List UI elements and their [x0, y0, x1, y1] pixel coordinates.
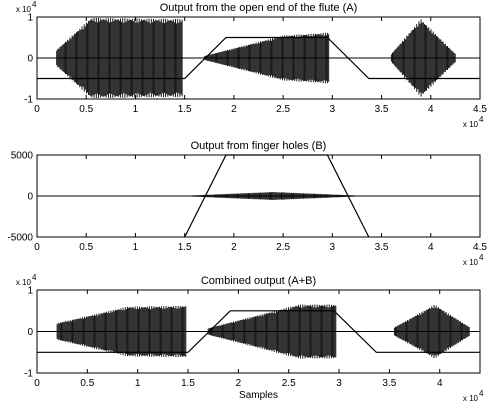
x-exponent: 4 — [479, 389, 484, 398]
x-exponent: 4 — [479, 115, 484, 124]
control-signal-line — [37, 36, 480, 80]
x-exponent: 4 — [479, 253, 484, 262]
x-tick-label: 1 — [133, 242, 139, 253]
x-tick-label: 3 — [330, 104, 336, 115]
x-tick-label: 1.5 — [178, 104, 192, 115]
x-tick-label: 3.5 — [382, 378, 396, 389]
x-tick-label: 0.5 — [79, 104, 93, 115]
y-multiplier: x 10 — [16, 278, 32, 287]
chart-title: Combined output (A+B) — [201, 275, 316, 287]
x-tick-label: 2.5 — [282, 378, 296, 389]
x-tick-label: 4 — [428, 242, 434, 253]
x-tick-label: 4.5 — [473, 242, 487, 253]
y-tick-label: -1 — [24, 95, 33, 106]
x-tick-label: 3.5 — [375, 104, 389, 115]
x-tick-label: 2 — [231, 242, 237, 253]
x-tick-label: 4 — [428, 104, 434, 115]
x-tick-label: 1 — [135, 378, 141, 389]
x-tick-label: 3 — [330, 242, 336, 253]
y-tick-label: 1 — [27, 13, 33, 24]
y-tick-label: 0 — [27, 327, 33, 338]
x-tick-label: 4 — [437, 378, 443, 389]
y-tick-label: -5000 — [7, 233, 33, 244]
x-tick-label: 0.5 — [80, 378, 94, 389]
x-tick-label: 0.5 — [79, 242, 93, 253]
y-tick-label: 5000 — [11, 151, 34, 162]
y-tick-label: 0 — [27, 54, 33, 65]
x-tick-label: 3 — [336, 378, 342, 389]
y-tick-label: 0 — [27, 192, 33, 203]
chart-title: Output from finger holes (B) — [191, 140, 327, 152]
x-tick-label: 2 — [231, 104, 237, 115]
y-multiplier: x 10 — [16, 5, 32, 14]
x-tick-label: 1 — [133, 104, 139, 115]
x-axis-label: Samples — [239, 390, 278, 401]
x-tick-label: 4.5 — [473, 104, 487, 115]
x-tick-label: 2.5 — [276, 104, 290, 115]
y-tick-label: -1 — [24, 369, 33, 380]
x-tick-label: 2 — [236, 378, 242, 389]
x-tick-label: 3.5 — [375, 242, 389, 253]
y-tick-label: 1 — [27, 286, 33, 297]
x-multiplier: x 10 — [463, 258, 479, 267]
x-tick-label: 1.5 — [178, 242, 192, 253]
control-signal-line — [37, 310, 480, 353]
x-tick-label: 0 — [34, 104, 40, 115]
y-exponent: 4 — [32, 0, 37, 9]
y-exponent: 4 — [32, 273, 37, 282]
x-tick-label: 2.5 — [276, 242, 290, 253]
x-tick-label: 0 — [34, 378, 40, 389]
chart-title: Output from the open end of the flute (A… — [160, 2, 358, 14]
x-multiplier: x 10 — [463, 394, 479, 403]
x-multiplier: x 10 — [463, 120, 479, 129]
x-tick-label: 0 — [34, 242, 40, 253]
x-tick-label: 1.5 — [181, 378, 195, 389]
